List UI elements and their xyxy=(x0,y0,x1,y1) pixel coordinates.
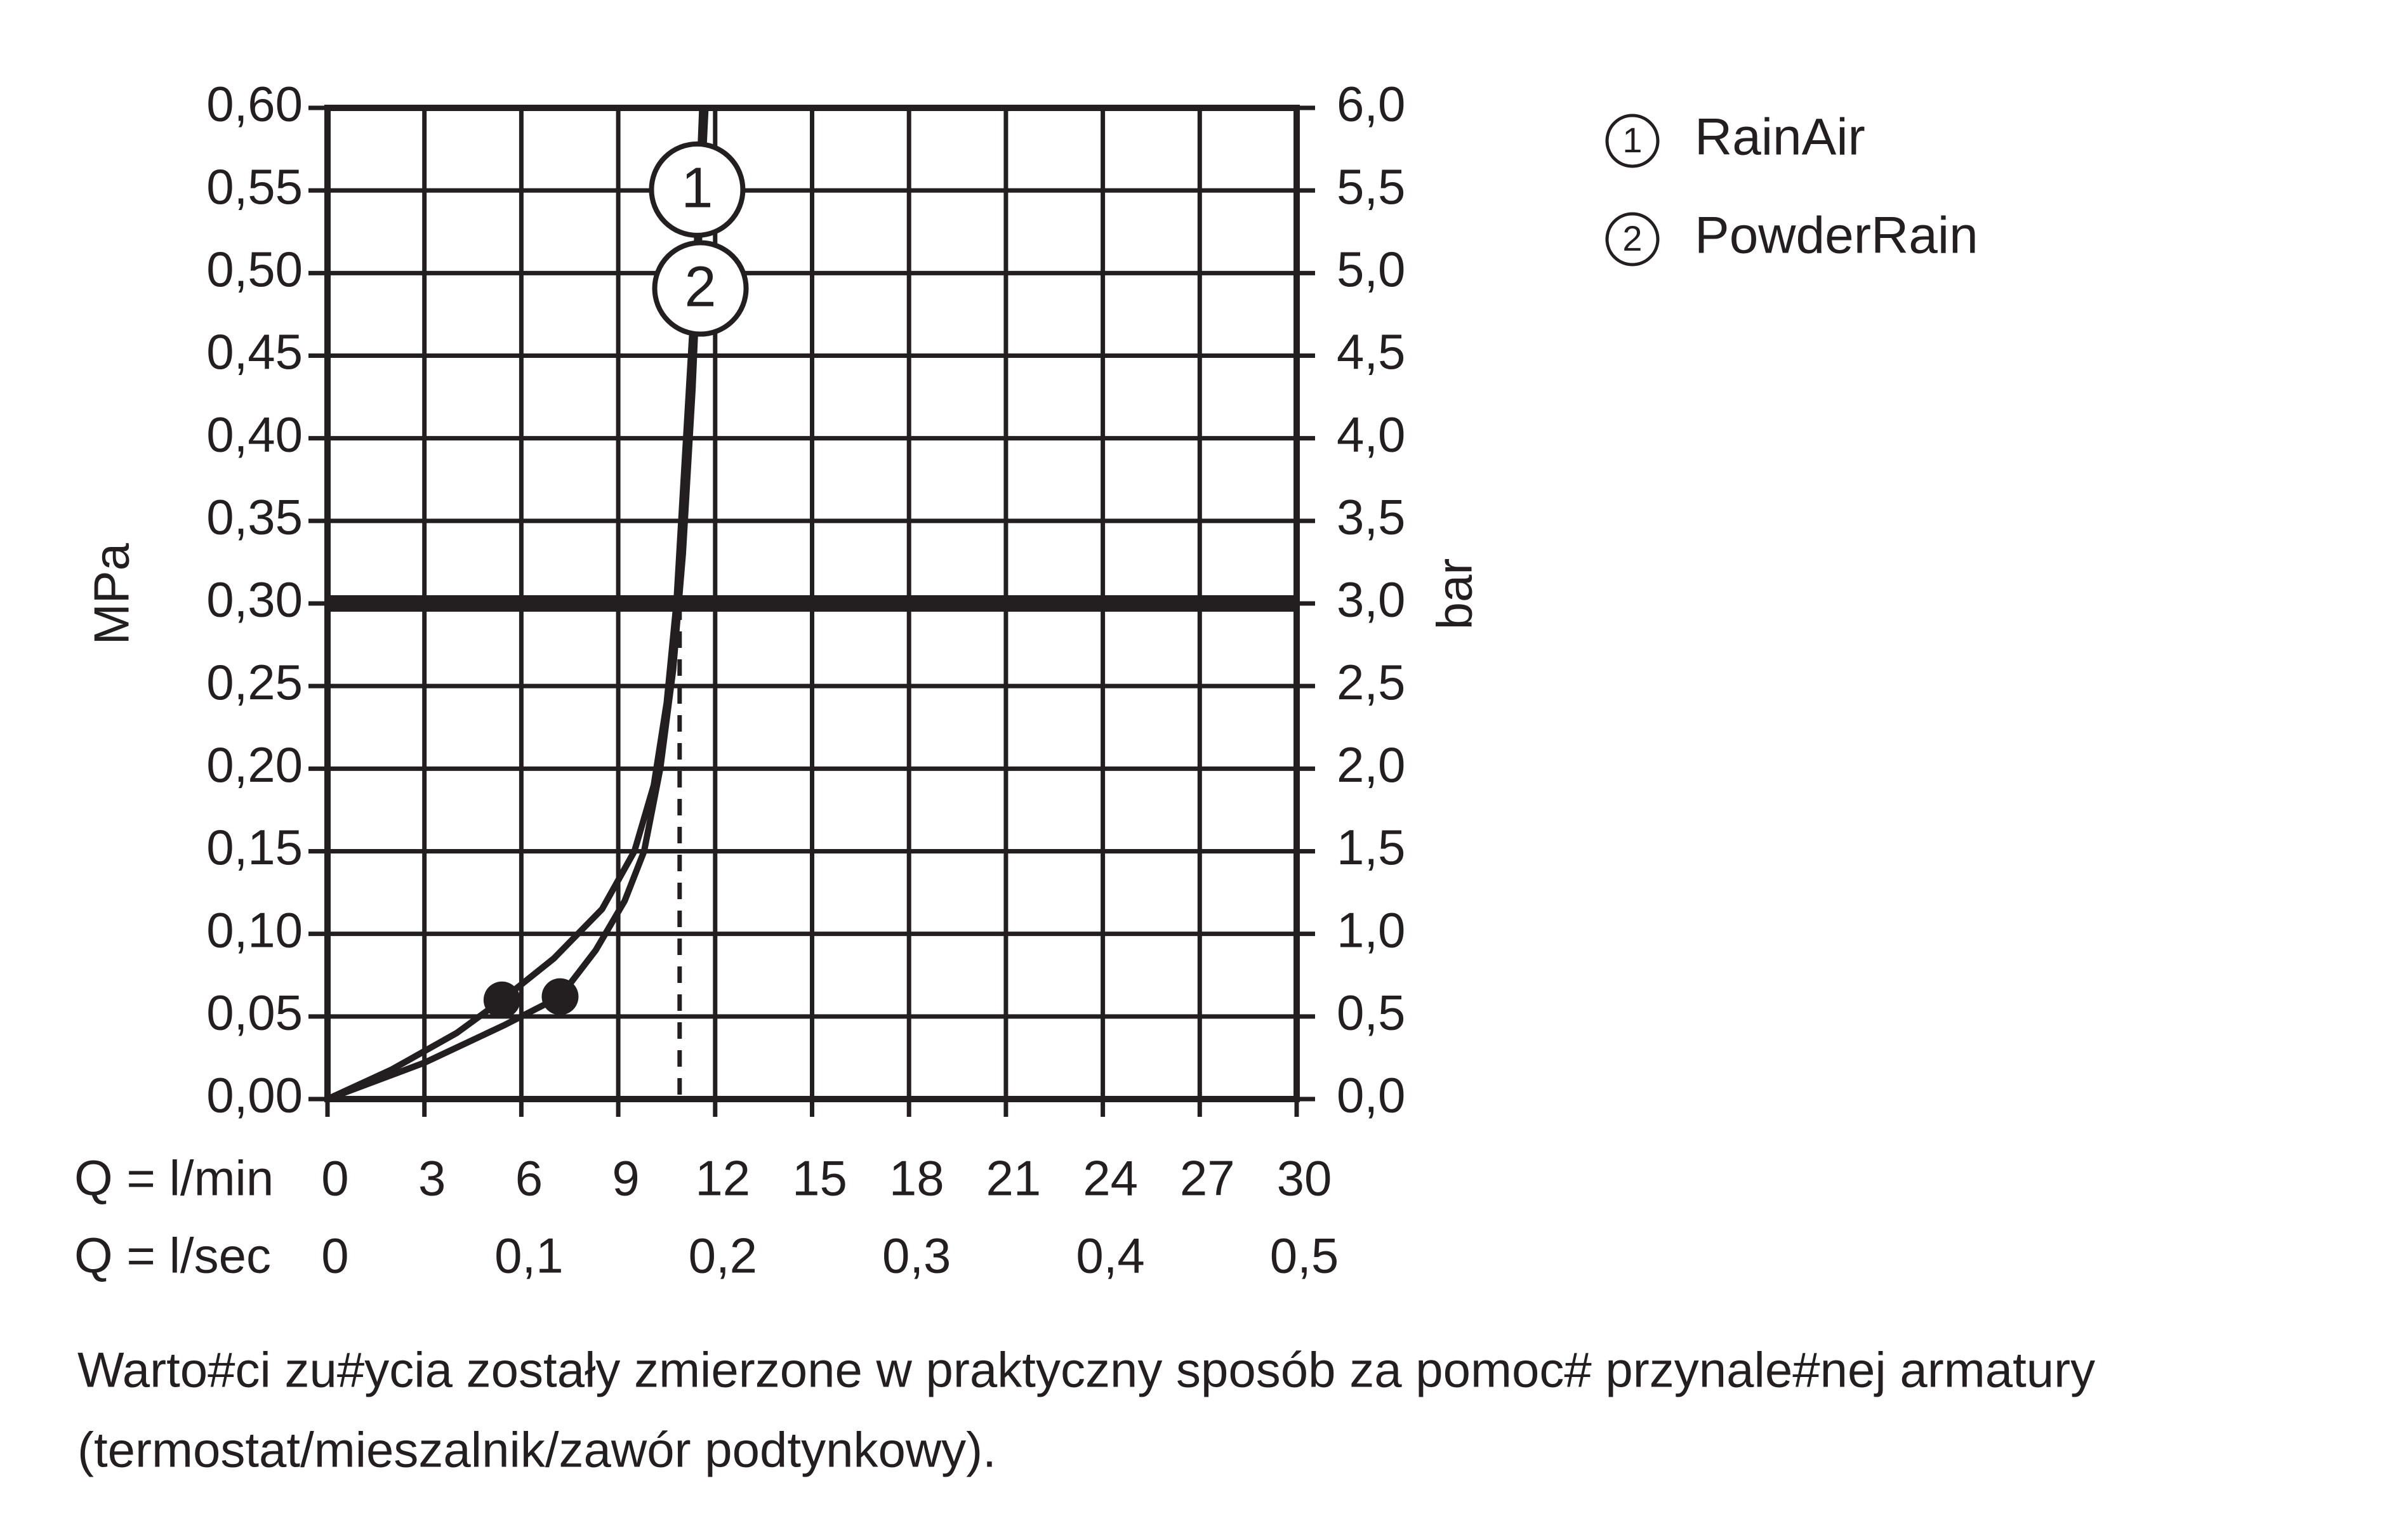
legend-symbol xyxy=(1605,114,1660,168)
x2-tick-label: 0,2 xyxy=(689,1228,757,1284)
y2-axis-title: bar xyxy=(1427,558,1483,630)
series-callout xyxy=(652,240,749,337)
x-tick-label: 3 xyxy=(418,1150,446,1206)
x-tick-label: 12 xyxy=(695,1150,750,1206)
x2-tick-label: 0 xyxy=(321,1228,348,1284)
y-tick-label: 0,40 xyxy=(206,406,303,462)
footnote: (termostat/mieszalnik/zawór podtynkowy). xyxy=(77,1422,996,1478)
y2-tick-label: 5,0 xyxy=(1337,241,1405,297)
series-callout-label: 1 xyxy=(681,157,713,220)
legend-label: PowderRain xyxy=(1695,207,1978,265)
x2-tick-label: 0,3 xyxy=(882,1228,951,1284)
x2-axis-title: Q = l/sec xyxy=(74,1228,271,1284)
x-tick-label: 30 xyxy=(1277,1150,1332,1206)
y-tick-label: 0,50 xyxy=(206,241,303,297)
legend-symbol-label: 1 xyxy=(1622,120,1642,160)
series-line xyxy=(324,105,706,1102)
y2-tick-label: 6,0 xyxy=(1337,76,1405,132)
x-tick-label: 6 xyxy=(515,1150,543,1206)
y-tick-label: 0,55 xyxy=(206,159,303,214)
y-tick-label: 0,10 xyxy=(206,902,303,958)
legend-symbol-label: 2 xyxy=(1622,218,1642,258)
y-tick-label: 0,20 xyxy=(206,737,303,793)
min-flow-marker xyxy=(483,981,520,1018)
y2-tick-label: 3,0 xyxy=(1337,572,1405,628)
y2-tick-label: 4,5 xyxy=(1337,324,1405,379)
y2-tick-label: 0,5 xyxy=(1337,984,1405,1040)
x2-tick-label: 0,4 xyxy=(1076,1228,1144,1284)
x-tick-label: 24 xyxy=(1083,1150,1138,1206)
x-axis-title: Q = l/min xyxy=(74,1150,274,1206)
series-callout xyxy=(649,141,746,238)
y-tick-label: 0,15 xyxy=(206,819,303,875)
y-tick-label: 0,60 xyxy=(206,76,303,132)
footnote: Warto#ci zu#ycia zostały zmierzone w pra… xyxy=(77,1342,2095,1398)
y2-tick-label: 4,0 xyxy=(1337,406,1405,462)
y-tick-label: 0,05 xyxy=(206,984,303,1040)
y2-tick-label: 5,5 xyxy=(1337,159,1405,214)
x-tick-label: 15 xyxy=(792,1150,847,1206)
y2-tick-label: 1,5 xyxy=(1337,819,1405,875)
y-axis-title: MPa xyxy=(84,543,140,645)
x-tick-label: 9 xyxy=(612,1150,639,1206)
y2-tick-label: 0,0 xyxy=(1337,1067,1405,1123)
y2-tick-label: 1,0 xyxy=(1337,902,1405,958)
y-tick-label: 0,25 xyxy=(206,654,303,710)
series-line xyxy=(324,105,709,1102)
y-tick-label: 0,00 xyxy=(206,1067,303,1123)
y-tick-label: 0,30 xyxy=(206,572,303,628)
x-tick-label: 27 xyxy=(1180,1150,1235,1206)
y2-tick-label: 3,5 xyxy=(1337,489,1405,544)
x2-tick-label: 0,5 xyxy=(1270,1228,1339,1284)
legend-label: RainAir xyxy=(1695,109,1865,166)
y-tick-label: 0,45 xyxy=(206,324,303,379)
x-tick-label: 18 xyxy=(889,1150,944,1206)
x-tick-label: 0 xyxy=(321,1150,348,1206)
min-flow-marker xyxy=(541,978,579,1015)
y2-tick-label: 2,5 xyxy=(1337,654,1405,710)
y-tick-label: 0,35 xyxy=(206,489,303,544)
series-callout-label: 2 xyxy=(684,255,716,319)
x2-tick-label: 0,1 xyxy=(494,1228,563,1284)
y2-tick-label: 2,0 xyxy=(1337,737,1405,793)
legend-symbol xyxy=(1605,212,1660,267)
x-tick-label: 21 xyxy=(986,1150,1042,1206)
